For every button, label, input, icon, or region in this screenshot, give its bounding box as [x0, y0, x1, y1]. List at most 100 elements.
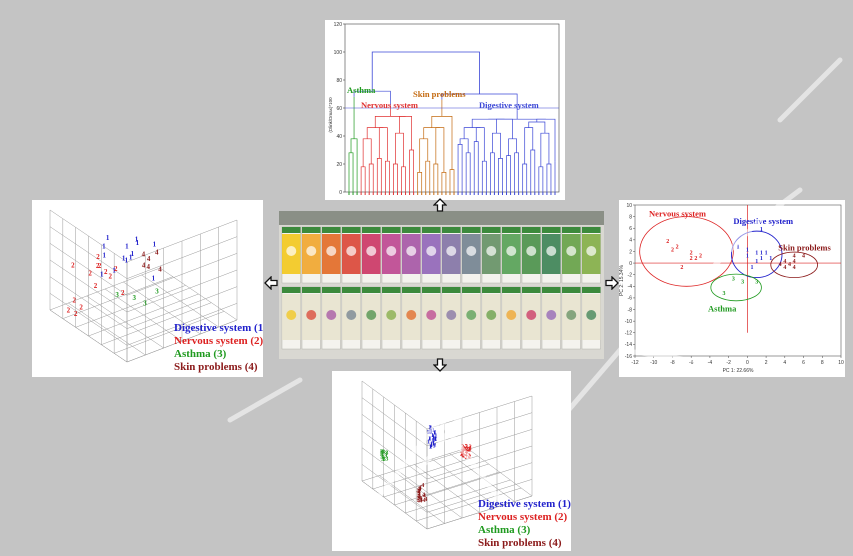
legend-item: Asthma (3)	[478, 524, 531, 536]
scatter-point: 2	[468, 453, 471, 459]
product-box	[341, 286, 361, 350]
scatter-point: 4	[155, 249, 159, 257]
cluster-label: Digestive system	[733, 216, 793, 226]
product-box	[561, 226, 581, 284]
dendrogram-panel: 0 20 40 60 80 100 120 (Dlink/Dmax)*100 Asthma Ner…	[325, 20, 565, 200]
product-box	[501, 286, 521, 350]
products-illustration	[279, 211, 604, 359]
arrow-up-icon	[433, 198, 447, 212]
product-box	[301, 286, 321, 350]
y-tick-label: 0	[629, 261, 632, 267]
scatter-point: 2	[108, 273, 112, 281]
x-axis-label: PC 1: 22.66%	[723, 368, 754, 374]
scatter-point: 2	[699, 253, 702, 259]
legend-item: Digestive system (1)	[174, 322, 263, 334]
scatter-point: 2	[690, 250, 693, 256]
scatter-point: 1	[125, 242, 129, 250]
scatter-point: 1	[152, 275, 156, 283]
dendrogram-link	[536, 118, 556, 162]
product-box	[281, 226, 301, 284]
y-tick-label: -4	[628, 284, 633, 290]
arrow-right-icon	[605, 276, 619, 290]
product-box	[381, 226, 401, 284]
scatter-point: 1	[769, 256, 772, 262]
product-box	[441, 286, 461, 350]
y-tick-label: 0	[339, 190, 342, 196]
scatter-point: 2	[114, 265, 118, 273]
product-box	[441, 226, 461, 284]
scatter-point: 4	[802, 253, 805, 259]
legend-item: Asthma (3)	[174, 348, 227, 360]
scatter-point: 2	[461, 445, 464, 451]
cluster-label: Asthma	[708, 303, 737, 313]
x-tick-label: 2	[765, 360, 768, 366]
x-tick-label: -8	[670, 360, 675, 366]
scatter-point: 1	[106, 234, 110, 242]
dendrogram-link	[423, 127, 440, 139]
scatter-point: 3	[155, 288, 159, 296]
product-box	[461, 226, 481, 284]
scatter-point: 1	[751, 265, 754, 271]
scatter-point: 1	[135, 235, 139, 243]
product-box	[321, 226, 341, 284]
product-box	[361, 226, 381, 284]
dendrogram-link	[366, 127, 384, 139]
scatter-point: 3	[380, 455, 383, 461]
x-tick-label: -6	[689, 360, 694, 366]
legend-item: Nervous system (2)	[174, 335, 263, 347]
scatter-point: 4	[142, 251, 146, 259]
dendrogram-link	[435, 127, 445, 173]
scatter-point: 2	[461, 453, 464, 459]
y-tick-label: -16	[625, 354, 632, 360]
product-box	[541, 286, 561, 350]
y-axis-label: PC 2: 15.34%	[619, 265, 625, 296]
scatter-point: 2	[680, 265, 683, 271]
y-tick-label: -12	[625, 331, 632, 337]
product-box	[521, 226, 541, 284]
product-box	[581, 286, 601, 350]
y-tick-label: 4	[629, 238, 632, 244]
scatter-point: 3	[381, 449, 384, 455]
scatter-point: 2	[467, 447, 470, 453]
scatter-point: 1	[429, 426, 432, 432]
y-tick-label: 80	[336, 78, 342, 84]
y-tick-label: 60	[336, 106, 342, 112]
scatter-point: 3	[133, 294, 137, 302]
scatter-point: 3	[385, 450, 388, 456]
y-tick-label: 100	[334, 50, 343, 56]
scatter-point: 4	[142, 261, 146, 269]
scatter-point: 1	[433, 444, 436, 450]
y-axis-label: (Dlink/Dmax)*100	[328, 97, 333, 133]
scatter-point: 1	[153, 240, 157, 248]
dendrogram-link	[463, 127, 481, 139]
cluster-label: Skin problems	[413, 89, 466, 99]
scatter-point: 1	[433, 430, 436, 436]
scatter-point: 4	[779, 262, 782, 268]
pca-chart: -12 -10 -8 -6 -4 -2 0 2 4 6 8 10 10 8 6 4 2 0 -2 -4 -6 -8 -10 -…	[619, 203, 844, 374]
product-box	[521, 286, 541, 350]
scatter-point: 1	[755, 250, 758, 256]
x-tick-label: 4	[783, 360, 786, 366]
scatter-point: 1	[746, 253, 749, 259]
legend-item: Skin problems (4)	[174, 361, 258, 373]
product-box	[401, 226, 421, 284]
scatter-point: 1	[102, 252, 106, 260]
scatter-point: 2	[88, 269, 92, 277]
dendrogram-link	[374, 116, 406, 128]
legend-bottom: Digestive system (1) Nervous system (2) …	[478, 498, 571, 550]
dendrogram-link	[473, 141, 479, 192]
y-tick-label: 40	[336, 134, 342, 140]
scatter-point: 3	[385, 457, 388, 463]
scatter-point: 4	[418, 495, 421, 501]
x-tick-label: -4	[708, 360, 713, 366]
scatter-point: 1	[131, 250, 135, 258]
legend-item: Digestive system (1)	[478, 498, 571, 510]
scatter-point: 4	[147, 255, 151, 263]
scatter-point: 2	[94, 282, 98, 290]
scatter-point: 1	[125, 257, 129, 265]
y-tick-label: -6	[628, 296, 633, 302]
product-box	[401, 286, 421, 350]
scatter-point: 2	[79, 304, 83, 312]
scatter-point: 2	[690, 256, 693, 262]
